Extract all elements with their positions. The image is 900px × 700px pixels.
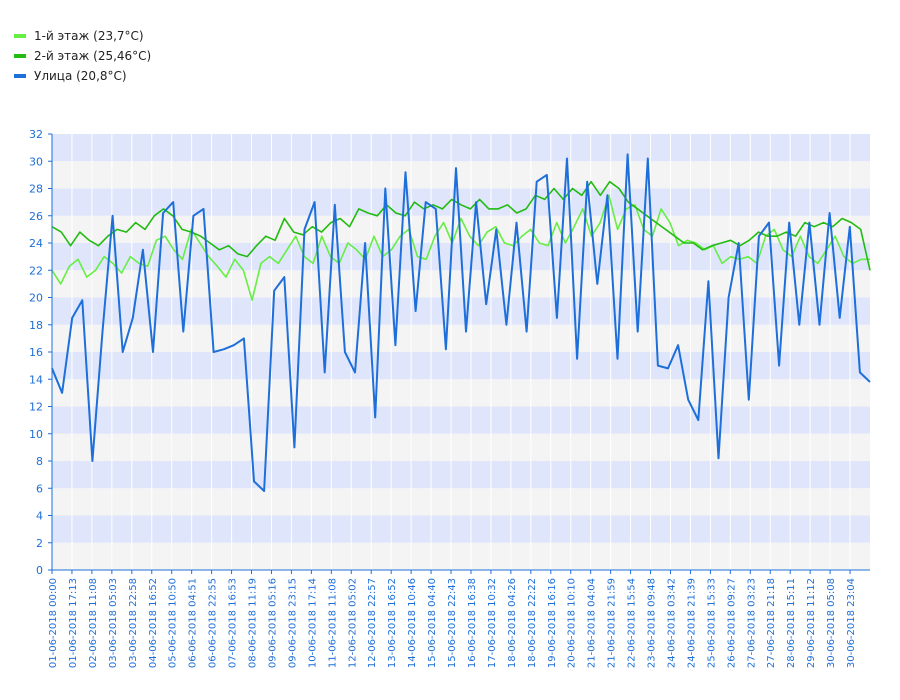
x-tick-label: 29-06-2018 11:12 — [806, 578, 817, 668]
x-tick-label: 01-06-2018 17:13 — [68, 578, 79, 668]
x-tick-label: 04-06-2018 16:52 — [148, 578, 159, 668]
legend-label: Улица (20,8°C) — [34, 69, 127, 83]
x-tick-label: 13-06-2018 16:52 — [387, 578, 398, 668]
series-line-3 — [51, 153, 871, 492]
plot-band — [52, 488, 870, 516]
y-tick-label: 26 — [29, 210, 43, 223]
y-tick-label: 32 — [29, 128, 43, 141]
legend-item: 1-й этаж (23,7°C) — [14, 26, 151, 46]
series-line-1 — [51, 194, 870, 302]
x-tick-label: 01-06-2018 00:00 — [48, 578, 59, 668]
x-tick-label: 03-06-2018 05:03 — [108, 578, 119, 668]
legend-label: 1-й этаж (23,7°C) — [34, 29, 144, 43]
y-tick-label: 28 — [29, 183, 43, 196]
x-tick-label: 24-06-2018 03:42 — [666, 578, 677, 668]
plot-band — [52, 542, 870, 570]
x-tick-label: 06-06-2018 04:51 — [188, 578, 199, 668]
x-tick-label: 10-06-2018 17:14 — [307, 578, 318, 668]
x-tick-label: 14-06-2018 10:46 — [407, 578, 418, 668]
y-tick-label: 20 — [29, 292, 43, 305]
y-tick-label: 10 — [29, 428, 43, 441]
legend-swatch — [14, 54, 26, 58]
x-tick-label: 21-06-2018 21:59 — [607, 578, 618, 668]
x-tick-label: 30-06-2018 23:04 — [846, 578, 857, 668]
x-tick-label: 23-06-2018 09:48 — [647, 578, 658, 668]
plot-band — [52, 161, 870, 189]
x-tick-label: 19-06-2018 16:16 — [547, 578, 558, 668]
x-tick-label: 25-06-2018 15:33 — [706, 578, 717, 668]
x-tick-label: 11-06-2018 11:08 — [327, 578, 338, 668]
plot-band — [52, 297, 870, 325]
x-tick-label: 21-06-2018 04:04 — [587, 578, 598, 668]
x-tick-label: 06-06-2018 22:55 — [208, 578, 219, 668]
y-tick-label: 16 — [29, 346, 43, 359]
x-tick-label: 12-06-2018 22:57 — [367, 578, 378, 668]
plot-band — [52, 515, 870, 543]
x-tick-label: 18-06-2018 04:26 — [507, 578, 518, 668]
y-tick-label: 0 — [36, 564, 43, 577]
x-tick-label: 27-06-2018 21:18 — [766, 578, 777, 668]
chart-legend: 1-й этаж (23,7°C) 2-й этаж (25,46°C) Улица… — [14, 26, 151, 86]
y-tick-label: 24 — [29, 237, 43, 250]
y-tick-label: 8 — [36, 455, 43, 468]
x-tick-label: 15-06-2018 22:43 — [447, 578, 458, 668]
x-tick-label: 17-06-2018 10:32 — [487, 578, 498, 668]
plot-band — [52, 270, 870, 298]
x-tick-label: 15-06-2018 04:40 — [427, 578, 438, 668]
plot-band — [52, 461, 870, 489]
legend-swatch — [14, 34, 26, 38]
plot-band — [52, 406, 870, 434]
x-tick-label: 08-06-2018 11:19 — [248, 578, 259, 668]
legend-label: 2-й этаж (25,46°C) — [34, 49, 152, 63]
x-tick-label: 12-06-2018 05:02 — [347, 578, 358, 668]
series-line-2 — [51, 180, 871, 271]
x-tick-label: 16-06-2018 16:38 — [467, 578, 478, 668]
x-tick-label: 20-06-2018 10:10 — [567, 578, 578, 668]
y-tick-label: 18 — [29, 319, 43, 332]
x-tick-label: 30-06-2018 05:08 — [826, 578, 837, 668]
y-tick-label: 4 — [36, 510, 43, 523]
y-tick-label: 6 — [36, 482, 43, 495]
x-tick-label: 26-06-2018 09:27 — [726, 578, 737, 668]
x-tick-label: 27-06-2018 03:23 — [746, 578, 757, 668]
x-tick-label: 03-06-2018 22:58 — [128, 578, 139, 668]
legend-item: Улица (20,8°C) — [14, 66, 151, 86]
y-tick-label: 2 — [36, 537, 43, 550]
x-tick-label: 07-06-2018 16:53 — [228, 578, 239, 668]
y-tick-label: 14 — [29, 373, 43, 386]
x-tick-label: 18-06-2018 22:22 — [527, 578, 538, 668]
x-tick-label: 05-06-2018 10:50 — [168, 578, 179, 668]
y-tick-label: 30 — [29, 155, 43, 168]
plot-band — [52, 134, 870, 162]
x-tick-label: 02-06-2018 11:08 — [88, 578, 99, 668]
x-tick-label: 09-06-2018 05:16 — [267, 578, 278, 668]
plot-band — [52, 188, 870, 216]
plot-band — [52, 379, 870, 407]
plot-band — [52, 352, 870, 380]
x-tick-label: 24-06-2018 21:39 — [686, 578, 697, 668]
legend-swatch — [14, 74, 26, 78]
x-tick-label: 28-06-2018 15:11 — [786, 578, 797, 668]
y-tick-label: 12 — [29, 401, 43, 414]
plot-band — [52, 324, 870, 352]
y-tick-label: 22 — [29, 264, 43, 277]
x-tick-label: 22-06-2018 15:54 — [627, 578, 638, 668]
plot-band — [52, 433, 870, 461]
legend-item: 2-й этаж (25,46°C) — [14, 46, 151, 66]
x-tick-label: 09-06-2018 23:15 — [287, 578, 298, 668]
